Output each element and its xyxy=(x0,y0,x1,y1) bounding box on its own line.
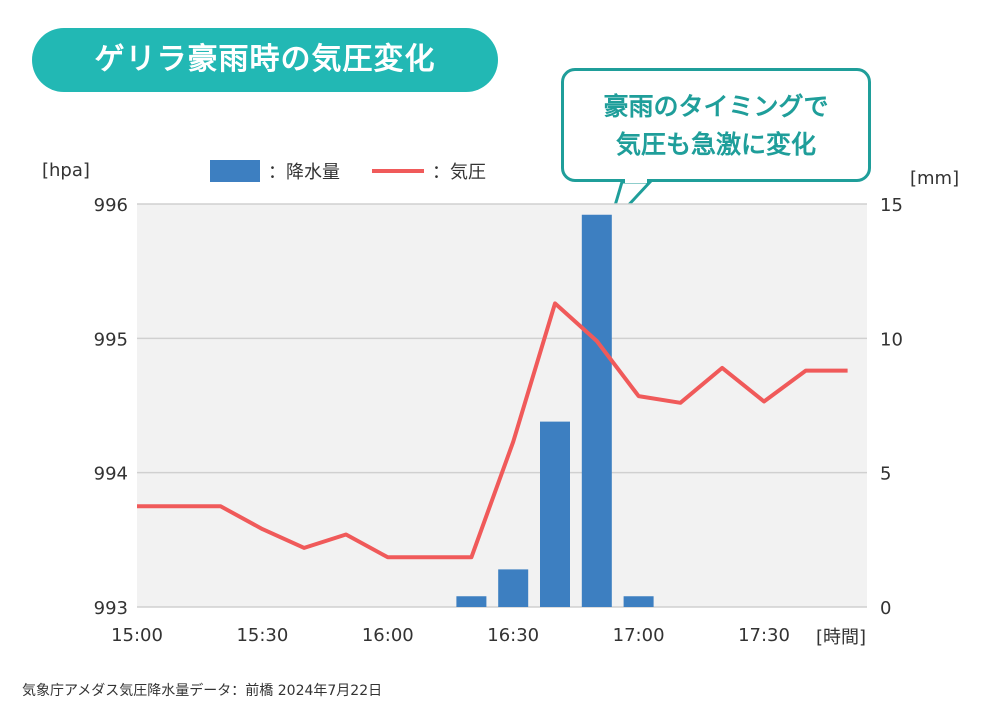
chart-title: ゲリラ豪雨時の気圧変化 xyxy=(32,28,498,92)
precipitation-bar xyxy=(623,596,654,607)
left-tick-label: 993 xyxy=(94,598,128,619)
x-tick-label: 15:30 xyxy=(236,625,288,646)
left-axis-unit: [hpa] xyxy=(42,160,90,181)
left-axis-ticks: 996 995 994 993 xyxy=(94,195,128,619)
right-tick-label: 15 xyxy=(880,195,903,216)
right-tick-label: 0 xyxy=(880,598,891,619)
x-axis-unit: [時間] xyxy=(816,627,867,648)
right-tick-label: 10 xyxy=(880,329,903,350)
callout-line2: 気圧も急激に変化 xyxy=(615,130,816,159)
plot-area xyxy=(137,204,867,607)
x-tick-label: 16:30 xyxy=(487,625,539,646)
precipitation-bar xyxy=(581,214,612,607)
bar-series xyxy=(456,214,654,607)
pressure-line xyxy=(137,301,848,560)
right-tick-label: 5 xyxy=(880,464,891,485)
callout-line1: 豪雨のタイミングで xyxy=(603,92,829,121)
precipitation-bar xyxy=(456,596,487,607)
right-axis-unit: [mm] xyxy=(910,168,960,189)
left-tick-label: 996 xyxy=(94,195,128,216)
x-axis-ticks: 15:00 15:30 16:00 16:30 17:00 17:30 xyxy=(111,625,790,646)
legend-line-swatch xyxy=(372,169,424,173)
x-tick-label: 15:00 xyxy=(111,625,163,646)
legend-bar-label: ：降水量 xyxy=(268,162,340,183)
legend-precipitation: ：降水量 xyxy=(210,158,340,184)
precipitation-bar xyxy=(540,421,570,607)
precipitation-bar xyxy=(498,569,529,607)
left-tick-label: 994 xyxy=(94,464,128,485)
left-tick-label: 995 xyxy=(94,329,128,350)
data-source: 気象庁アメダス気圧降水量データ：前橋 2024年7月22日 xyxy=(22,683,383,699)
callout-tail-join xyxy=(625,177,647,183)
legend-bar-swatch xyxy=(210,160,260,182)
right-axis-ticks: 15 10 5 0 xyxy=(880,195,903,619)
x-tick-label: 16:00 xyxy=(362,625,414,646)
legend-line-label: ：気圧 xyxy=(432,162,486,183)
x-tick-label: 17:30 xyxy=(738,625,790,646)
legend-pressure: ：気圧 xyxy=(372,158,486,184)
callout-box: 豪雨のタイミングで 気圧も急激に変化 xyxy=(561,68,871,182)
x-tick-label: 17:00 xyxy=(613,625,665,646)
